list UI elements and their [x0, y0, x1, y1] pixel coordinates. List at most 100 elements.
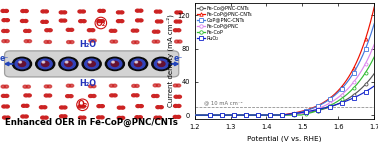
Circle shape [110, 84, 114, 87]
Y-axis label: Current density (mA cm⁻²): Current density (mA cm⁻²) [167, 15, 174, 107]
Circle shape [1, 85, 5, 88]
Circle shape [24, 10, 28, 12]
Circle shape [113, 29, 117, 32]
Circle shape [78, 10, 82, 13]
Circle shape [178, 11, 182, 14]
Circle shape [92, 95, 96, 97]
Circle shape [23, 85, 27, 88]
Circle shape [85, 59, 99, 69]
Circle shape [113, 94, 117, 97]
Circle shape [21, 115, 25, 118]
Circle shape [2, 30, 6, 32]
Circle shape [62, 59, 75, 69]
Circle shape [21, 10, 25, 12]
Circle shape [174, 29, 178, 32]
Circle shape [18, 61, 26, 66]
Circle shape [97, 105, 101, 108]
X-axis label: Potential (V vs. RHE): Potential (V vs. RHE) [247, 136, 322, 142]
Text: H₂O: H₂O [79, 79, 96, 88]
Circle shape [177, 105, 181, 107]
Text: O₂: O₂ [96, 18, 106, 28]
Circle shape [23, 19, 28, 22]
Circle shape [177, 95, 181, 98]
Circle shape [5, 30, 9, 32]
Circle shape [62, 19, 67, 22]
Circle shape [42, 61, 49, 66]
Circle shape [63, 115, 67, 118]
Circle shape [136, 105, 140, 108]
Circle shape [59, 19, 64, 22]
Circle shape [22, 104, 26, 107]
Text: Enhanced OER in Fe-CoP@PNC/CNTs: Enhanced OER in Fe-CoP@PNC/CNTs [5, 118, 178, 127]
Circle shape [69, 95, 73, 98]
Circle shape [36, 57, 55, 71]
Circle shape [90, 29, 95, 32]
Circle shape [112, 61, 114, 63]
Circle shape [152, 40, 156, 43]
Circle shape [47, 40, 51, 43]
Circle shape [65, 61, 72, 66]
Circle shape [41, 10, 45, 13]
Circle shape [5, 19, 9, 22]
Circle shape [66, 28, 71, 31]
Circle shape [26, 85, 30, 88]
Circle shape [155, 40, 160, 43]
Circle shape [108, 59, 122, 69]
Circle shape [15, 59, 29, 69]
Circle shape [60, 106, 64, 109]
Circle shape [82, 116, 86, 119]
Circle shape [3, 116, 7, 119]
Circle shape [135, 94, 139, 97]
Circle shape [156, 30, 160, 33]
Circle shape [66, 95, 70, 98]
Circle shape [70, 84, 74, 87]
Circle shape [156, 106, 160, 109]
Circle shape [43, 106, 47, 109]
Circle shape [44, 94, 48, 97]
Circle shape [79, 116, 83, 119]
Circle shape [67, 84, 71, 87]
Circle shape [175, 11, 179, 14]
Circle shape [100, 116, 104, 119]
Circle shape [156, 84, 161, 87]
Circle shape [110, 94, 114, 97]
Circle shape [2, 94, 6, 97]
Text: e⁻: e⁻ [174, 54, 183, 63]
Circle shape [174, 84, 178, 87]
Circle shape [27, 40, 31, 43]
Circle shape [25, 104, 29, 107]
Text: H₂O: H₂O [79, 40, 96, 49]
Circle shape [121, 106, 125, 109]
Circle shape [177, 20, 182, 23]
Circle shape [116, 11, 121, 14]
Circle shape [116, 20, 121, 23]
Circle shape [88, 61, 91, 63]
Circle shape [6, 116, 10, 119]
Circle shape [100, 20, 104, 23]
Circle shape [27, 94, 31, 97]
Circle shape [113, 40, 118, 43]
Circle shape [98, 9, 102, 12]
Circle shape [91, 85, 96, 88]
Circle shape [154, 116, 158, 119]
Circle shape [67, 41, 71, 44]
Circle shape [97, 20, 101, 23]
Circle shape [1, 10, 5, 12]
Circle shape [27, 30, 31, 32]
Circle shape [153, 84, 157, 87]
Circle shape [5, 105, 9, 108]
Circle shape [159, 20, 163, 23]
Circle shape [158, 61, 165, 66]
Circle shape [41, 116, 45, 119]
Circle shape [109, 29, 114, 32]
Circle shape [121, 116, 125, 119]
Circle shape [2, 105, 6, 108]
Circle shape [110, 40, 115, 43]
Circle shape [12, 57, 31, 71]
Circle shape [135, 61, 138, 63]
Circle shape [2, 19, 6, 22]
Circle shape [47, 94, 52, 97]
Circle shape [88, 95, 93, 97]
Circle shape [39, 106, 44, 109]
Circle shape [174, 20, 178, 23]
